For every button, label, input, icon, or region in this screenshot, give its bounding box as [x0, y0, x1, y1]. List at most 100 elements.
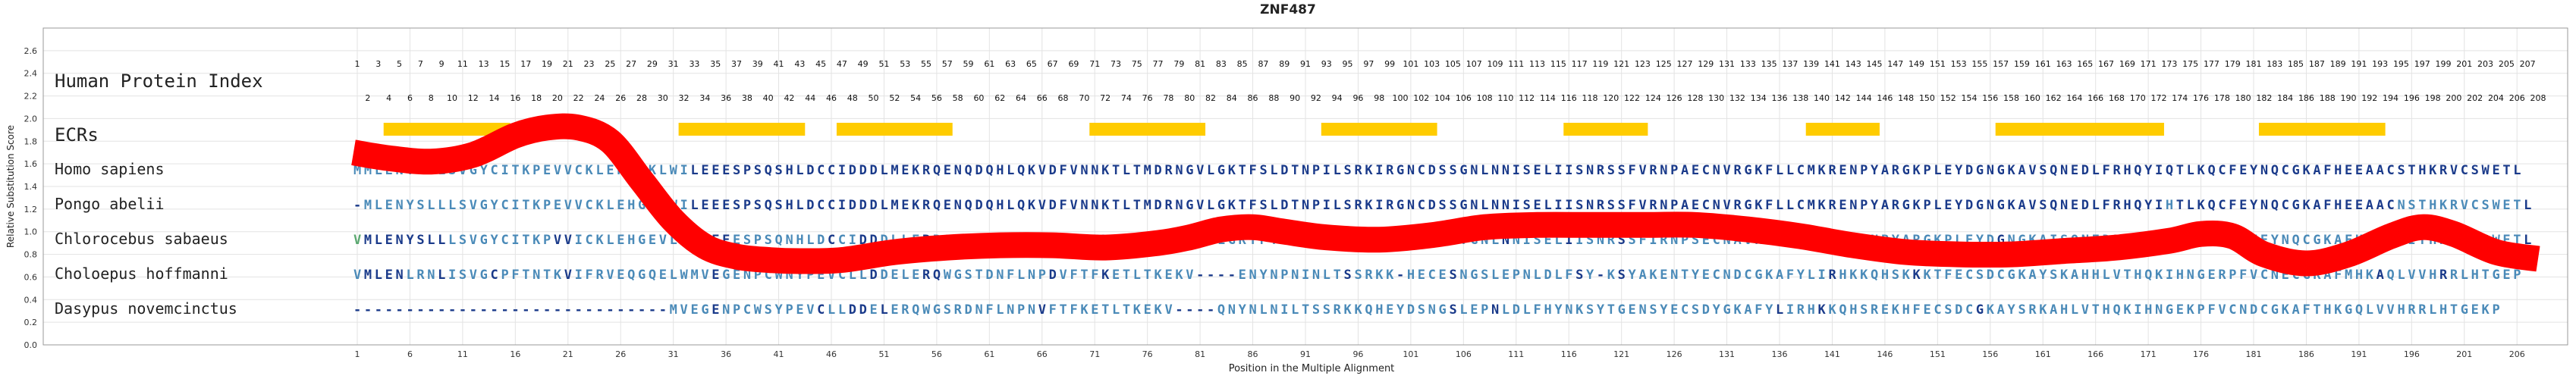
residue: I [1575, 233, 1583, 248]
residue: V [2113, 268, 2120, 283]
index-number: 20 [552, 93, 563, 103]
residue: I [2155, 163, 2163, 178]
residue: H [2166, 198, 2173, 213]
row-label: Pongo abelii [55, 195, 165, 213]
residue: R [1828, 268, 1836, 283]
residue: S [1439, 163, 1447, 178]
residue: G [1186, 198, 1193, 213]
residue: K [2155, 268, 2163, 283]
residue: - [1597, 268, 1604, 283]
index-number: 199 [2436, 59, 2452, 69]
residue: G [2313, 233, 2320, 248]
residue: I [1554, 163, 1562, 178]
residue: A [2366, 198, 2373, 213]
residue: T [1133, 163, 1141, 178]
residue: G [1744, 163, 1751, 178]
residue: L [670, 233, 677, 248]
residue: E [1386, 302, 1393, 318]
x-tick-label: 101 [1403, 349, 1418, 359]
residue: L [375, 198, 382, 213]
residue: P [743, 198, 751, 213]
x-tick-label: 181 [2246, 349, 2262, 359]
residue: R [1354, 198, 1362, 213]
index-number: 60 [973, 93, 984, 103]
residue: N [785, 268, 793, 283]
residue: L [406, 268, 413, 283]
residue: P [532, 163, 540, 178]
residue: E [2502, 233, 2510, 248]
residue: E [1144, 302, 1151, 318]
row-label: ECRs [55, 124, 99, 146]
residue: N [2397, 198, 2405, 213]
residue: I [1323, 163, 1330, 178]
residue: D [859, 198, 867, 213]
residue: V [2450, 163, 2458, 178]
residue: C [1965, 302, 1973, 318]
residue: T [2123, 268, 2131, 283]
residue: Q [933, 163, 941, 178]
residue: F [1629, 163, 1636, 178]
residue: Y [480, 163, 488, 178]
residue: C [1713, 268, 1720, 283]
index-number: 81 [1195, 59, 1205, 69]
residue: S [1354, 268, 1362, 283]
residue: L [1207, 198, 1214, 213]
residue: F [1091, 268, 1098, 283]
residue: K [1892, 302, 1900, 318]
index-number: 129 [1698, 59, 1714, 69]
residue: K [2439, 198, 2448, 213]
residue: I [1323, 198, 1330, 213]
residue: W [922, 302, 931, 318]
index-number: 143 [1846, 59, 1861, 69]
residue: S [965, 268, 972, 283]
residue: A [2292, 302, 2300, 318]
residue: S [459, 198, 467, 213]
index-number: 107 [1466, 59, 1482, 69]
index-number: 19 [542, 59, 552, 69]
residue: F [2103, 198, 2110, 213]
residue: - [1196, 302, 1204, 318]
residue: S [765, 233, 772, 248]
index-number: 172 [2151, 93, 2167, 103]
residue: G [1997, 163, 2005, 178]
residue: V [1638, 163, 1646, 178]
residue: Y [1692, 268, 1700, 283]
residue: V [1164, 302, 1172, 318]
index-number: 41 [774, 59, 784, 69]
residue: E [1418, 268, 1425, 283]
residue: I [511, 233, 519, 248]
residue: M [364, 163, 372, 178]
residue: Q [2207, 198, 2215, 213]
residue: D [1733, 268, 1741, 283]
residue: S [1892, 268, 1899, 283]
residue: E [1439, 268, 1447, 283]
residue: N [1670, 268, 1678, 283]
x-tick-label: 6 [407, 349, 413, 359]
residue: D [1428, 163, 1436, 178]
x-tick-label: 121 [1613, 349, 1629, 359]
residue: R [2439, 268, 2448, 283]
residue: D [859, 233, 867, 248]
residue: A [1776, 268, 1783, 283]
residue: R [1649, 163, 1657, 178]
residue: D [870, 163, 878, 178]
residue: K [1755, 163, 1763, 178]
residue: C [2218, 198, 2226, 213]
residue: M [1808, 163, 1815, 178]
residue: - [1186, 302, 1193, 318]
residue: T [2418, 233, 2426, 248]
residue: L [1007, 198, 1014, 213]
residue: L [2092, 198, 2100, 213]
ecr-bars [383, 123, 2386, 136]
x-tick-label: 156 [1982, 349, 1998, 359]
residue: T [1101, 302, 1109, 318]
residue: G [2008, 268, 2015, 283]
index-number: 151 [1930, 59, 1946, 69]
residue: - [1207, 302, 1214, 318]
residue: - [532, 302, 540, 318]
residue: - [595, 302, 603, 318]
residue: L [901, 268, 909, 283]
residue: D [859, 302, 867, 318]
residue: L [2103, 268, 2110, 283]
residue: L [1554, 233, 1562, 248]
